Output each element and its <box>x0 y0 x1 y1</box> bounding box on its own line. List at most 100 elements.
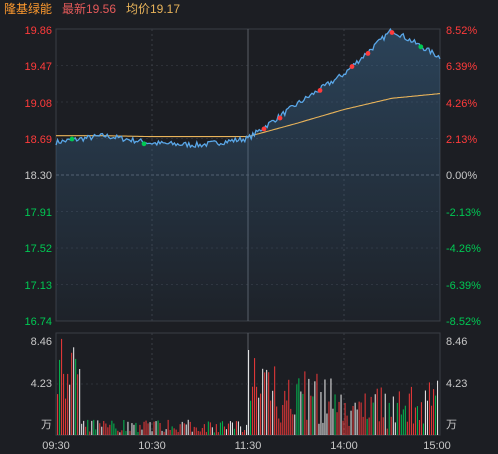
volume-bar <box>340 394 342 435</box>
time-label: 11:30 <box>235 440 262 452</box>
volume-bar <box>296 384 298 435</box>
volume-bar <box>213 432 215 435</box>
volume-bar <box>189 421 191 435</box>
time-label: 14:00 <box>330 440 358 452</box>
volume-bar <box>280 422 282 435</box>
volume-bar <box>233 428 235 435</box>
price-tick-label: 19.47 <box>24 61 52 73</box>
volume-bar <box>97 420 99 435</box>
volume-bar <box>159 423 161 435</box>
volume-bar <box>211 427 213 435</box>
volume-bar <box>79 369 81 435</box>
volume-bar <box>149 422 151 435</box>
volume-bar <box>115 428 117 435</box>
volume-bar <box>364 393 366 435</box>
volume-bar <box>396 402 398 435</box>
volume-axis-left: 8.46 4.23 万 <box>31 336 52 431</box>
volume-bar <box>113 423 115 435</box>
volume-bar <box>107 427 109 435</box>
volume-bar <box>262 368 264 435</box>
volume-bar <box>179 424 181 435</box>
volume-bar <box>65 398 67 435</box>
price-tick-label: 19.08 <box>24 98 52 110</box>
volume-bar <box>191 431 193 435</box>
price-tick-label: 18.69 <box>24 134 52 146</box>
volume-bar <box>77 374 79 435</box>
volume-bar <box>103 421 105 435</box>
time-axis: 09:30 10:30 11:30 14:00 15:00 <box>42 440 451 452</box>
pct-tick-label: -4.26% <box>446 243 481 255</box>
volume-bar <box>157 420 159 435</box>
volume-bar <box>422 423 424 435</box>
volume-bar <box>416 406 418 435</box>
volume-bar <box>378 421 380 435</box>
volume-bar <box>139 424 141 435</box>
volume-bar <box>195 427 197 435</box>
volume-bar <box>93 419 95 435</box>
volume-bar <box>81 423 83 435</box>
latest-label: 最新 <box>62 2 87 16</box>
volume-bar <box>87 419 89 435</box>
volume-bar <box>187 419 189 435</box>
volume-bars <box>57 338 439 435</box>
volume-bar <box>63 373 65 435</box>
volume-bar <box>314 381 316 435</box>
volume-bar <box>437 380 439 435</box>
volume-bar <box>193 426 195 435</box>
price-axis-right: 8.52% 6.39% 4.26% 2.13% 0.00% -2.13% -4.… <box>446 25 481 328</box>
pct-tick-label: 6.39% <box>446 61 477 73</box>
volume-bar <box>89 431 91 435</box>
volume-bar <box>318 423 320 435</box>
volume-bar <box>121 430 123 435</box>
volume-bar <box>428 382 430 435</box>
volume-bar <box>408 393 410 435</box>
price-tick-label: 17.91 <box>24 207 52 219</box>
volume-bar <box>83 420 85 435</box>
volume-bar <box>410 386 412 435</box>
price-tick-label: 16.74 <box>24 316 52 328</box>
volume-bar <box>404 405 406 435</box>
volume-bar <box>316 373 318 435</box>
volume-bar <box>131 423 133 435</box>
volume-bar <box>240 426 242 435</box>
volume-bar <box>300 391 302 435</box>
volume-bar <box>219 422 221 435</box>
pct-tick-label: -6.39% <box>446 280 481 292</box>
volume-unit-label: 万 <box>41 419 52 431</box>
volume-bar <box>209 422 211 435</box>
time-label: 15:00 <box>423 440 451 452</box>
volume-bar <box>270 400 272 435</box>
volume-tick-label: 4.23 <box>31 378 52 390</box>
volume-bar <box>392 396 394 435</box>
latest-value: 19.56 <box>86 2 117 16</box>
volume-bar <box>344 403 346 435</box>
volume-bar <box>246 424 248 435</box>
pct-tick-label: 0.00% <box>446 170 477 182</box>
price-tick-label: 19.86 <box>24 25 52 37</box>
volume-bar <box>412 423 414 435</box>
volume-bar <box>390 416 392 435</box>
pct-tick-label: 8.52% <box>446 25 477 37</box>
volume-bar <box>394 422 396 435</box>
volume-bar <box>69 384 71 435</box>
pct-tick-label: -8.52% <box>446 316 481 328</box>
volume-bar <box>382 417 384 435</box>
volume-bar <box>129 430 131 435</box>
time-label: 10:30 <box>138 440 166 452</box>
price-tick-label: 17.52 <box>24 243 52 255</box>
trade-marker <box>418 44 424 50</box>
volume-bar <box>67 373 69 435</box>
volume-bar <box>426 400 428 435</box>
volume-bar <box>135 422 137 435</box>
volume-bar <box>225 429 227 435</box>
price-area-fill <box>56 29 440 321</box>
volume-bar <box>151 431 153 435</box>
stock-name[interactable]: 隆基绿能 <box>4 2 53 16</box>
price-series-line <box>55 27 441 149</box>
volume-bar <box>284 390 286 435</box>
volume-bar <box>358 401 360 435</box>
volume-bar <box>235 421 237 435</box>
volume-bar <box>276 406 278 435</box>
volume-tick-label: 8.46 <box>31 336 52 348</box>
